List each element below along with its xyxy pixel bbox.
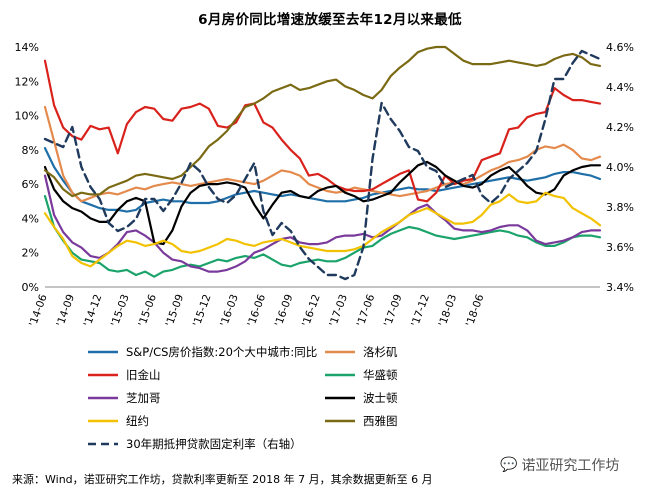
- x-tick-label: '15-03: [109, 293, 132, 328]
- y2-tick-label: 3.4%: [606, 281, 634, 294]
- legend-label-7: 西雅图: [363, 414, 398, 428]
- source-note: 来源：Wind，诺亚研究工作坊，贷款利率更新至 2018 年 7 月，其余数据更…: [12, 473, 433, 486]
- y-tick-label: 4%: [22, 212, 39, 225]
- y-tick-label: 12%: [15, 75, 39, 88]
- chart-title: 6月房价同比增速放缓至去年12月以来最低: [198, 12, 462, 28]
- series-line-5: [43, 160, 602, 246]
- y-tick-label: 0%: [22, 281, 39, 294]
- y-tick-label: 6%: [22, 178, 39, 191]
- series-line-0: [43, 147, 602, 213]
- series-line-6: [43, 191, 602, 268]
- legend-label-5: 波士顿: [363, 391, 398, 405]
- watermark: 💬 诺亚研究工作坊: [500, 455, 619, 475]
- series-line-4: [43, 174, 602, 273]
- legend-label-3: 华盛顿: [363, 368, 398, 382]
- series-line-2: [43, 59, 602, 203]
- legend-label-0: S&P/CS房价指数:20个大中城市:同比: [126, 345, 317, 359]
- y2-tick-label: 4.4%: [606, 81, 634, 94]
- x-tick-label: '15-06: [136, 292, 159, 328]
- y-tick-label: 8%: [22, 144, 39, 157]
- legend-label-8: 30年期抵押贷款固定利率（右轴）: [126, 437, 302, 451]
- x-tick-label: '15-12: [191, 293, 214, 328]
- legend-label-4: 芝加哥: [126, 391, 161, 405]
- wechat-icon: 💬: [500, 457, 518, 473]
- x-tick-label: '17-06: [355, 292, 378, 328]
- x-tick-label: '14-12: [82, 293, 105, 328]
- y2-tick-label: 3.6%: [606, 241, 634, 254]
- y2-tick-label: 4.6%: [606, 41, 634, 54]
- y-tick-label: 10%: [15, 110, 39, 123]
- x-tick-label: '14-06: [27, 292, 50, 328]
- x-tick-label: '15-09: [164, 293, 187, 328]
- x-tick-label: '18-03: [437, 293, 460, 328]
- x-tick-label: '17-12: [409, 293, 432, 328]
- legend-label-1: 洛杉矶: [363, 345, 398, 359]
- x-tick-label: '17-09: [382, 293, 405, 328]
- x-tick-label: '14-09: [54, 293, 77, 328]
- legend-label-2: 旧金山: [126, 368, 161, 382]
- series-line-7: [43, 45, 602, 198]
- series-lines: [43, 45, 602, 281]
- y-tick-label: 14%: [15, 41, 39, 54]
- x-tick-label: '16-12: [300, 293, 323, 328]
- y-tick-label: 2%: [22, 247, 39, 260]
- series-line-3: [43, 195, 602, 278]
- x-tick-label: '16-03: [218, 293, 241, 328]
- y2-tick-label: 3.8%: [606, 201, 634, 214]
- y2-tick-label: 4.0%: [606, 161, 634, 174]
- series-line-8: [43, 49, 602, 281]
- watermark-text: 诺亚研究工作坊: [521, 458, 620, 474]
- legend-label-6: 纽约: [126, 414, 149, 428]
- y2-tick-label: 4.2%: [606, 121, 634, 134]
- x-tick-label: '16-06: [245, 292, 268, 328]
- x-tick-label: '16-09: [273, 293, 296, 328]
- x-tick-label: '17-03: [327, 293, 350, 328]
- axes: 0% 2% 4% 6% 8% 10% 12% 14% 3.4% 3.6% 3.8% 4.0% 4.2% 4…: [15, 41, 634, 328]
- x-tick-label: '18-06: [464, 292, 487, 328]
